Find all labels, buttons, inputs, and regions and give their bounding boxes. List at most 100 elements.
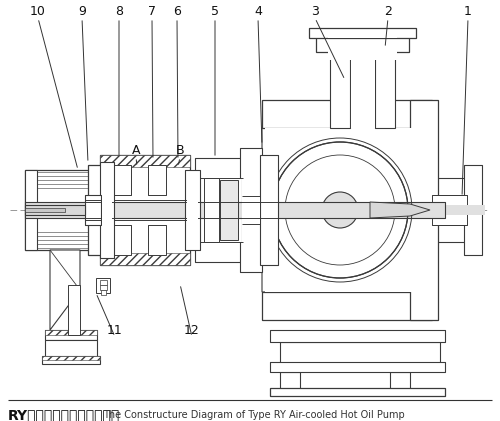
Polygon shape: [50, 250, 80, 330]
Bar: [96, 278, 110, 293]
Polygon shape: [262, 128, 432, 292]
Bar: [113, 165, 177, 255]
Bar: [309, 28, 416, 38]
Bar: [260, 155, 278, 265]
Bar: [350, 50, 375, 128]
Text: 9: 9: [78, 5, 86, 18]
Bar: [100, 280, 107, 285]
Bar: [240, 148, 262, 272]
Bar: [464, 165, 482, 255]
Bar: [280, 342, 440, 364]
Bar: [25, 208, 65, 212]
Polygon shape: [25, 170, 100, 250]
Text: 2: 2: [384, 5, 392, 18]
Bar: [270, 362, 445, 372]
Bar: [432, 178, 467, 242]
Bar: [113, 225, 131, 255]
Bar: [100, 155, 190, 265]
Bar: [100, 162, 114, 258]
Bar: [25, 170, 37, 250]
Bar: [113, 165, 131, 195]
Bar: [432, 178, 467, 242]
Bar: [102, 178, 112, 242]
Bar: [100, 155, 190, 265]
Bar: [262, 292, 432, 320]
Bar: [330, 50, 350, 128]
Bar: [25, 205, 85, 215]
Bar: [262, 100, 432, 128]
Bar: [185, 170, 200, 250]
Bar: [45, 330, 97, 340]
Bar: [148, 225, 166, 255]
Text: 3: 3: [311, 5, 319, 18]
Text: 12: 12: [184, 324, 200, 337]
Bar: [42, 356, 100, 360]
Bar: [240, 148, 262, 272]
Circle shape: [272, 142, 408, 278]
Bar: [316, 36, 409, 52]
Text: 5: 5: [211, 5, 219, 18]
Bar: [101, 290, 106, 295]
Bar: [100, 253, 190, 265]
Bar: [242, 196, 260, 224]
Bar: [148, 165, 166, 195]
Bar: [410, 100, 438, 320]
Text: 4: 4: [254, 5, 262, 18]
Bar: [148, 225, 166, 255]
Bar: [309, 28, 416, 38]
Bar: [220, 180, 238, 240]
Bar: [85, 195, 101, 225]
Bar: [148, 165, 166, 195]
Text: 7: 7: [148, 5, 156, 18]
Bar: [25, 202, 445, 218]
Bar: [390, 372, 410, 390]
Bar: [265, 128, 430, 292]
Bar: [113, 165, 131, 195]
Bar: [195, 158, 243, 262]
Bar: [375, 50, 395, 128]
Bar: [185, 170, 200, 250]
Bar: [262, 292, 432, 320]
Bar: [328, 50, 397, 60]
Bar: [45, 340, 97, 358]
Bar: [113, 225, 131, 255]
Bar: [280, 372, 300, 390]
Bar: [25, 170, 37, 250]
Bar: [270, 388, 445, 396]
Bar: [90, 178, 100, 242]
Bar: [45, 330, 97, 335]
Bar: [88, 165, 102, 255]
Bar: [270, 330, 445, 342]
Bar: [316, 36, 409, 52]
Circle shape: [322, 192, 358, 228]
Bar: [270, 388, 445, 396]
Bar: [100, 200, 190, 220]
Bar: [270, 330, 445, 342]
Bar: [262, 100, 432, 128]
Text: The Constructure Diagram of Type RY Air-cooled Hot Oil Pump: The Constructure Diagram of Type RY Air-…: [103, 410, 405, 420]
Bar: [42, 356, 100, 364]
Bar: [187, 185, 198, 235]
Bar: [260, 155, 278, 265]
Text: A: A: [132, 144, 140, 157]
Bar: [68, 285, 80, 335]
Bar: [464, 165, 482, 255]
Text: 1: 1: [464, 5, 472, 18]
Text: B: B: [176, 144, 184, 157]
Text: 10: 10: [30, 5, 46, 18]
Bar: [100, 155, 190, 167]
Bar: [375, 50, 395, 128]
Bar: [100, 162, 114, 258]
Bar: [270, 362, 445, 372]
Bar: [330, 50, 350, 128]
Bar: [195, 205, 485, 215]
Bar: [88, 165, 102, 255]
Bar: [195, 158, 243, 262]
Bar: [328, 36, 397, 38]
Text: RY型风冷式热油泵结构简图: RY型风冷式热油泵结构简图: [8, 408, 120, 421]
Polygon shape: [370, 202, 430, 218]
Bar: [410, 100, 438, 320]
Bar: [432, 195, 467, 225]
Text: 11: 11: [107, 324, 123, 337]
Text: 6: 6: [173, 5, 181, 18]
